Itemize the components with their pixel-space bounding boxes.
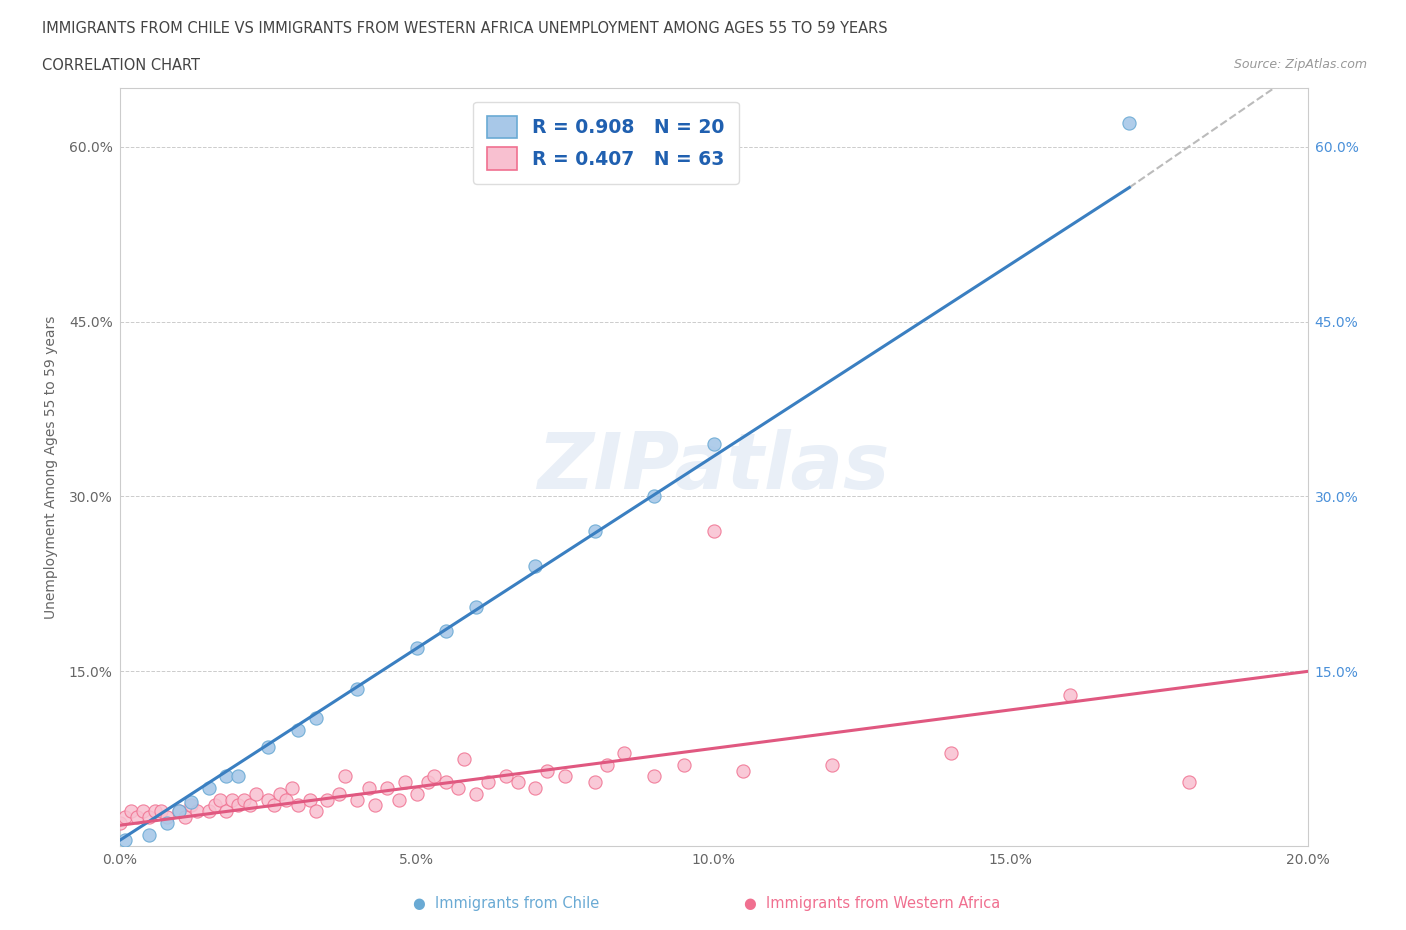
- Point: [316, 792, 339, 807]
- Point: [524, 780, 547, 795]
- Point: [281, 780, 304, 795]
- Point: [114, 833, 136, 848]
- Point: [464, 600, 486, 615]
- Point: [335, 769, 357, 784]
- Point: [138, 810, 160, 825]
- Point: [346, 682, 368, 697]
- Point: [287, 798, 309, 813]
- Point: [1059, 687, 1081, 702]
- Point: [180, 798, 202, 813]
- Point: [357, 780, 380, 795]
- Point: [394, 775, 416, 790]
- Point: [477, 775, 499, 790]
- Point: [233, 792, 256, 807]
- Legend: R = 0.908   N = 20, R = 0.407   N = 63: R = 0.908 N = 20, R = 0.407 N = 63: [474, 101, 740, 184]
- Point: [167, 804, 190, 818]
- Point: [215, 769, 238, 784]
- Point: [702, 524, 725, 538]
- Text: Source: ZipAtlas.com: Source: ZipAtlas.com: [1233, 58, 1367, 71]
- Point: [156, 816, 179, 830]
- Point: [328, 787, 350, 802]
- Point: [434, 775, 457, 790]
- Point: [138, 827, 160, 842]
- Point: [364, 798, 387, 813]
- Point: [447, 780, 470, 795]
- Point: [939, 746, 962, 761]
- Point: [643, 489, 665, 504]
- Point: [702, 436, 725, 451]
- Text: IMMIGRANTS FROM CHILE VS IMMIGRANTS FROM WESTERN AFRICA UNEMPLOYMENT AMONG AGES : IMMIGRANTS FROM CHILE VS IMMIGRANTS FROM…: [42, 21, 887, 36]
- Point: [245, 787, 267, 802]
- Point: [143, 804, 166, 818]
- Point: [536, 764, 558, 778]
- Point: [464, 787, 486, 802]
- Point: [304, 711, 326, 725]
- Point: [209, 792, 232, 807]
- Point: [1118, 116, 1140, 131]
- Point: [375, 780, 398, 795]
- Y-axis label: Unemployment Among Ages 55 to 59 years: Unemployment Among Ages 55 to 59 years: [44, 315, 58, 619]
- Point: [405, 787, 427, 802]
- Point: [108, 816, 131, 830]
- Point: [186, 804, 208, 818]
- Point: [304, 804, 326, 818]
- Point: [613, 746, 636, 761]
- Point: [672, 757, 695, 772]
- Point: [298, 792, 321, 807]
- Point: [263, 798, 285, 813]
- Text: ●  Immigrants from Western Africa: ● Immigrants from Western Africa: [744, 897, 1000, 911]
- Point: [257, 792, 280, 807]
- Point: [132, 804, 155, 818]
- Point: [423, 769, 446, 784]
- Point: [173, 810, 195, 825]
- Point: [506, 775, 529, 790]
- Point: [346, 792, 368, 807]
- Point: [221, 792, 243, 807]
- Point: [197, 780, 219, 795]
- Text: ●  Immigrants from Chile: ● Immigrants from Chile: [413, 897, 599, 911]
- Point: [197, 804, 219, 818]
- Point: [257, 739, 280, 754]
- Point: [388, 792, 411, 807]
- Point: [269, 787, 291, 802]
- Point: [180, 794, 202, 809]
- Point: [733, 764, 755, 778]
- Point: [228, 798, 250, 813]
- Point: [215, 804, 238, 818]
- Point: [524, 559, 547, 574]
- Point: [405, 641, 427, 656]
- Point: [156, 810, 179, 825]
- Point: [495, 769, 517, 784]
- Text: CORRELATION CHART: CORRELATION CHART: [42, 58, 200, 73]
- Point: [583, 775, 606, 790]
- Point: [114, 810, 136, 825]
- Point: [239, 798, 262, 813]
- Point: [167, 804, 190, 818]
- Text: ZIPatlas: ZIPatlas: [537, 430, 890, 505]
- Point: [120, 804, 142, 818]
- Point: [821, 757, 844, 772]
- Point: [595, 757, 617, 772]
- Point: [287, 723, 309, 737]
- Point: [228, 769, 250, 784]
- Point: [453, 751, 475, 766]
- Point: [643, 769, 665, 784]
- Point: [434, 623, 457, 638]
- Point: [583, 524, 606, 538]
- Point: [204, 798, 226, 813]
- Point: [150, 804, 173, 818]
- Point: [1178, 775, 1201, 790]
- Point: [418, 775, 440, 790]
- Point: [274, 792, 297, 807]
- Point: [554, 769, 576, 784]
- Point: [127, 810, 149, 825]
